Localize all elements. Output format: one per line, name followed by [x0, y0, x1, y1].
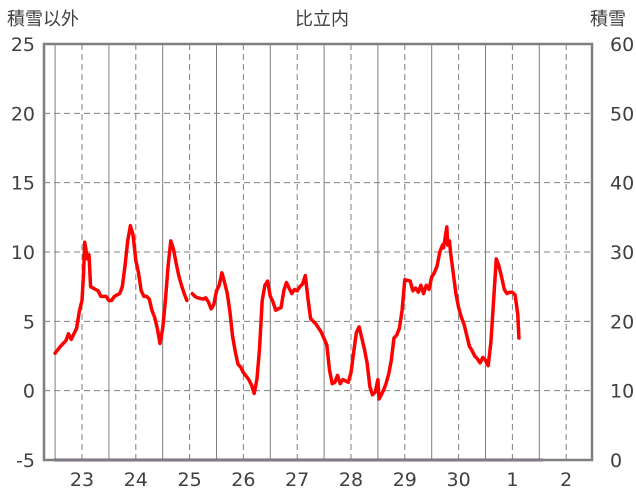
left-y-tick-label: 25 — [11, 34, 35, 56]
x-tick-label: 25 — [178, 469, 202, 491]
x-tick-label: 24 — [124, 469, 148, 491]
right-y-tick-label: 10 — [610, 381, 634, 403]
left-y-axis-ticks: 25 20 15 10 5 0 -5 — [11, 34, 35, 472]
series-group — [53, 223, 544, 462]
right-y-tick-label: 20 — [610, 311, 634, 333]
x-tick-label: 28 — [339, 469, 363, 491]
x-axis-ticks: 23 24 25 26 27 28 29 30 1 2 — [70, 469, 572, 491]
x-tick-label: 1 — [506, 469, 518, 491]
right-y-tick-label: 0 — [610, 450, 622, 472]
left-y-tick-label: 15 — [11, 173, 35, 195]
left-axis-label: 積雪以外 — [7, 9, 79, 30]
right-y-tick-label: 40 — [610, 173, 634, 195]
temperature-line — [190, 225, 521, 401]
right-y-axis-ticks: 60 50 40 30 20 10 0 — [610, 34, 634, 472]
x-tick-label: 26 — [231, 469, 255, 491]
plot-frame — [42, 42, 594, 462]
chart-title: 比立内 — [295, 9, 349, 30]
x-tick-label: 27 — [285, 469, 309, 491]
right-axis-label: 積雪 — [590, 9, 626, 30]
left-y-tick-label: -5 — [16, 450, 35, 472]
left-y-tick-label: 10 — [11, 242, 35, 264]
left-y-tick-label: 5 — [23, 311, 35, 333]
left-y-tick-label: 20 — [11, 103, 35, 125]
x-tick-label: 29 — [393, 469, 417, 491]
x-tick-label: 23 — [70, 469, 94, 491]
right-y-tick-label: 60 — [610, 34, 634, 56]
right-y-tick-label: 50 — [610, 103, 634, 125]
left-y-tick-label: 0 — [23, 381, 35, 403]
x-tick-label: 2 — [560, 469, 572, 491]
x-tick-label: 30 — [447, 469, 471, 491]
right-y-tick-label: 30 — [610, 242, 634, 264]
temperature-line — [53, 223, 189, 355]
